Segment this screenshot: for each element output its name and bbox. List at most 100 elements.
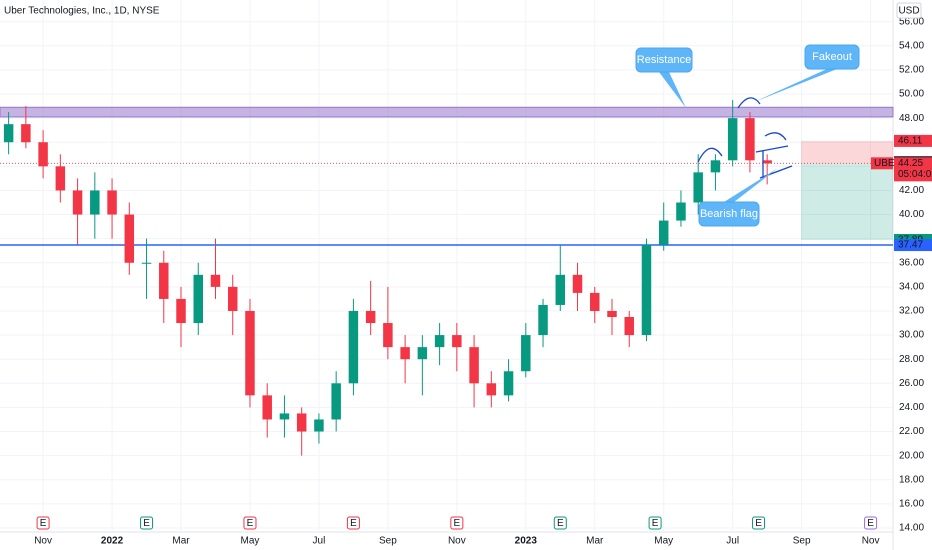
x-tick-label: Sep — [379, 536, 397, 547]
candle-body — [279, 413, 290, 420]
y-tick-label: 24.00 — [899, 402, 924, 413]
y-tick-label: 22.00 — [899, 426, 924, 437]
candle-body — [469, 347, 479, 384]
callout-pointer — [754, 69, 837, 102]
price-tag — [894, 239, 932, 252]
x-tick-label: Jul — [313, 536, 326, 547]
event-marker — [752, 516, 766, 530]
candle-body — [296, 413, 307, 432]
callout-box — [698, 201, 760, 227]
candle-body — [124, 214, 135, 263]
y-tick-label: 16.00 — [899, 498, 924, 509]
candle-body — [107, 190, 117, 215]
event-label: E — [652, 518, 659, 529]
candle-body — [176, 298, 186, 324]
candle-body — [607, 310, 617, 318]
candle-body — [503, 371, 514, 396]
candle-body — [521, 335, 531, 372]
callout-text: Fakeout — [812, 51, 852, 63]
y-tick-label: 14.00 — [899, 523, 924, 534]
candle-body — [245, 310, 255, 396]
y-tick-label: 18.00 — [899, 474, 924, 485]
candle-body — [90, 190, 100, 215]
y-tick-label: 52.00 — [899, 65, 924, 76]
event-label: E — [247, 518, 254, 529]
price-tag-label: 46.11 — [898, 136, 923, 147]
y-tick-label: 50.00 — [899, 89, 924, 100]
event-label: E — [454, 518, 461, 529]
candle-body — [762, 160, 772, 164]
candle-body — [590, 292, 600, 311]
trend-drawing — [755, 145, 789, 153]
x-tick-label: 2023 — [515, 536, 538, 547]
event-marker — [553, 516, 567, 530]
candle-body — [21, 124, 31, 143]
candle-body — [452, 335, 462, 348]
y-tick-label: 54.00 — [899, 40, 924, 51]
candle-body — [434, 335, 445, 348]
trend-drawing — [697, 147, 723, 163]
candle-body — [417, 347, 428, 360]
y-tick-label: 40.00 — [899, 209, 924, 220]
candle-body — [538, 304, 548, 336]
event-label: E — [143, 518, 150, 529]
event-marker — [864, 516, 878, 530]
resistance-zone — [0, 106, 894, 118]
price-tag-label: 37.47 — [898, 240, 923, 251]
price-tag — [894, 134, 932, 147]
candle-body — [676, 202, 686, 221]
candle-body — [3, 124, 14, 143]
y-tick-label: 34.00 — [899, 282, 924, 293]
x-tick-label: May — [654, 536, 673, 547]
candle-body — [693, 172, 703, 203]
callout-box — [804, 44, 860, 70]
last-price-tag — [894, 157, 932, 182]
candle-body — [555, 274, 566, 305]
event-marker — [36, 516, 50, 530]
price-axis-bg — [893, 0, 932, 550]
candle-body — [55, 166, 66, 191]
callout-text: Bearish flag — [700, 208, 758, 220]
candle-body — [348, 310, 359, 384]
candle-body — [314, 419, 324, 432]
candle-body — [72, 190, 83, 215]
event-label: E — [867, 518, 874, 529]
candle-body — [658, 220, 669, 245]
stop-zone — [801, 140, 893, 164]
y-tick-label: 30.00 — [899, 330, 924, 341]
candle-body — [331, 383, 341, 420]
candle-body — [641, 244, 652, 336]
candle-body — [159, 262, 169, 299]
candle-body — [383, 323, 393, 348]
candle-body — [227, 286, 238, 311]
x-tick-label: 2022 — [101, 536, 124, 547]
x-tick-label: May — [241, 536, 260, 547]
candle-body — [572, 274, 583, 293]
x-tick-label: Mar — [586, 536, 604, 547]
callout-box — [635, 47, 693, 73]
y-tick-label: 42.00 — [899, 185, 924, 196]
callout-text: Resistance — [637, 54, 691, 66]
event-marker — [648, 516, 662, 530]
symbol-label: UBER — [874, 158, 902, 169]
x-tick-label: Sep — [793, 536, 811, 547]
candle-body — [193, 274, 203, 324]
event-marker — [140, 516, 154, 530]
currency-box[interactable] — [896, 2, 922, 19]
y-tick-label: 56.00 — [899, 16, 924, 27]
callout-pointer — [659, 72, 686, 108]
candle-body — [262, 395, 272, 420]
symbol-tag — [871, 157, 893, 170]
callout-pointer — [724, 168, 778, 202]
last-price-label: 44.25 — [898, 158, 923, 169]
event-marker — [346, 516, 360, 530]
currency[interactable]: USD — [898, 6, 919, 17]
event-label: E — [40, 518, 47, 529]
y-tick-label: 20.00 — [899, 450, 924, 461]
x-tick-label: Mar — [172, 536, 190, 547]
target-zone — [801, 163, 893, 240]
candle-body — [727, 118, 738, 161]
trend-drawing — [759, 165, 793, 179]
candle-body — [624, 317, 634, 336]
trend-drawing — [737, 97, 761, 109]
